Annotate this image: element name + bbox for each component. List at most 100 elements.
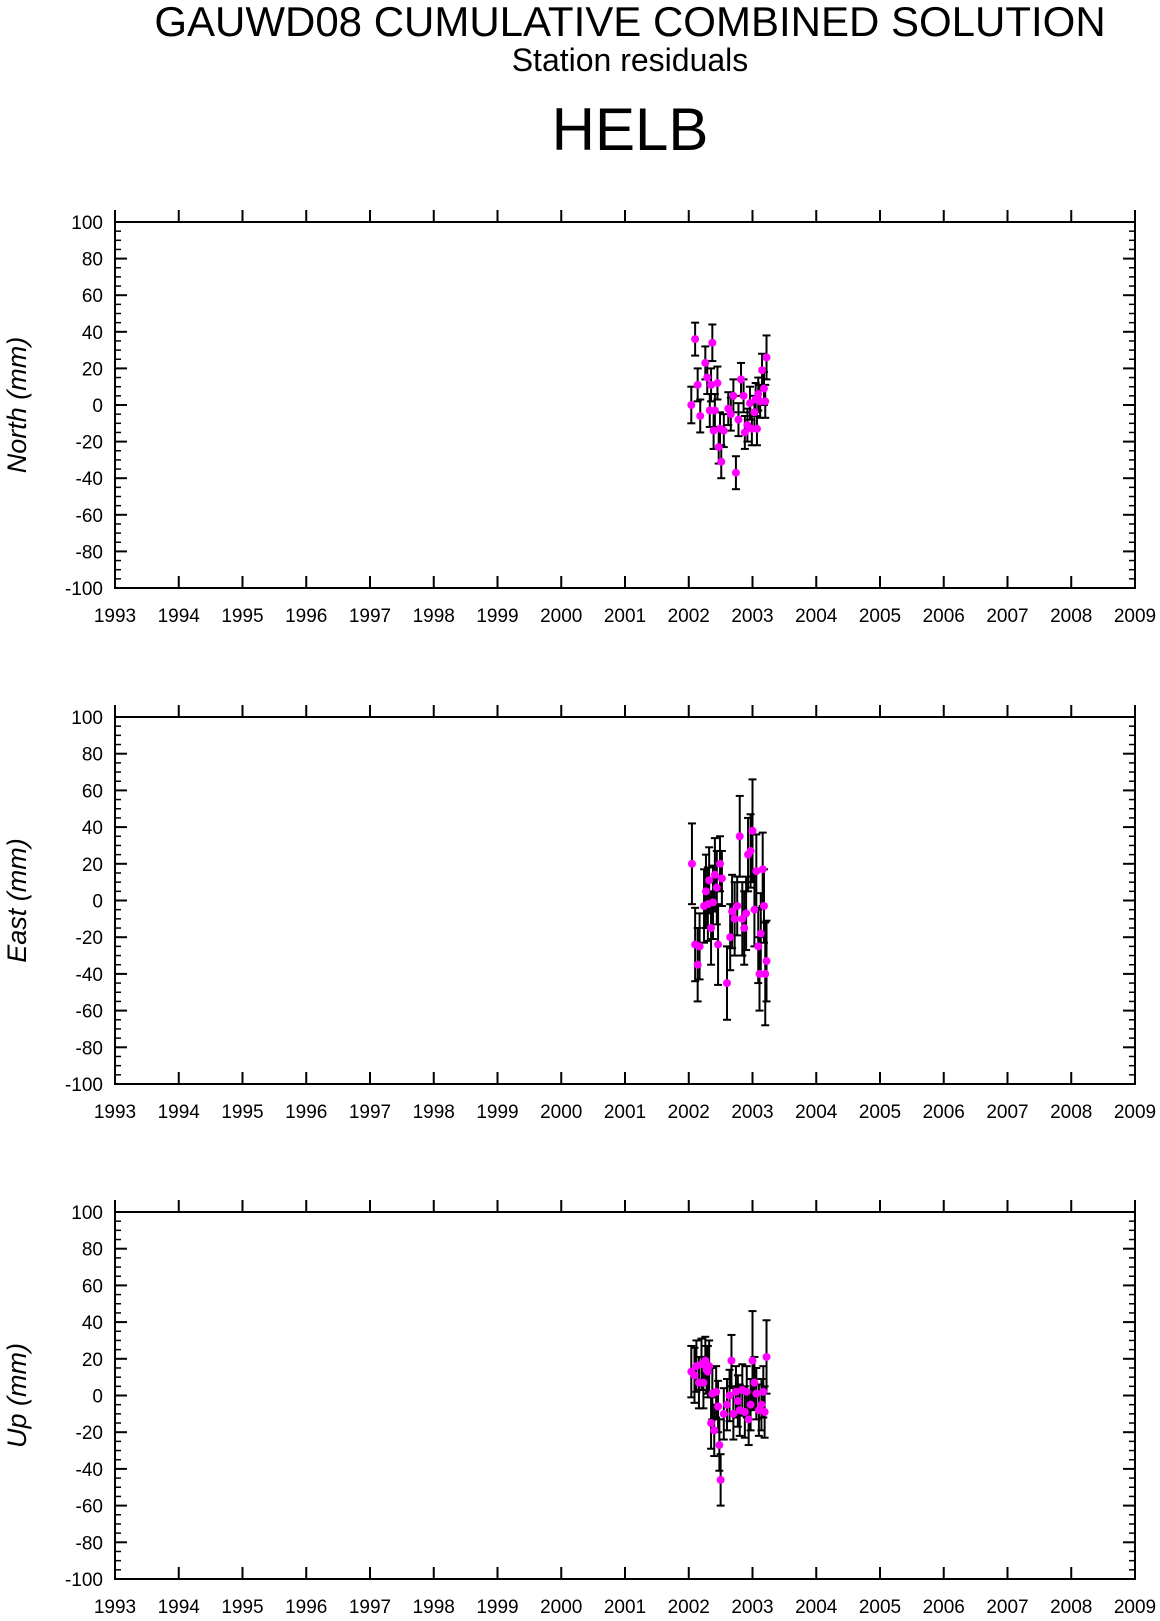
- north-x-tick-label: 2000: [540, 606, 582, 627]
- east-data-point: [707, 924, 716, 933]
- east-x-tick-label: 1998: [413, 1102, 455, 1123]
- east-data-point: [755, 969, 764, 978]
- north-plot-frame: [114, 221, 1136, 589]
- up-y-axis-label: Up (mm): [2, 1343, 32, 1448]
- north-data-point: [740, 428, 749, 437]
- east-data-point: [717, 874, 726, 883]
- east-data-point: [742, 909, 751, 918]
- up-data-point: [731, 1387, 740, 1396]
- north-data-point: [750, 408, 759, 417]
- up-x-tick-label: 2003: [731, 1597, 773, 1618]
- up-x-tick-label: 1994: [158, 1597, 201, 1618]
- north-data-point: [739, 391, 748, 400]
- east-x-tick-label: 1994: [158, 1102, 201, 1123]
- east-y-tick-label: -40: [76, 965, 103, 986]
- north-y-tick-label: 60: [82, 286, 103, 307]
- north-panel: 100 80 60 40 20 0 -20 -40 -60 -80 -100 1993 1994 1995…: [2, 210, 1156, 627]
- north-data-point: [731, 468, 740, 477]
- north-data-point: [710, 406, 719, 415]
- east-data-point: [705, 876, 714, 885]
- up-x-tick-label: 2000: [540, 1597, 582, 1618]
- up-data-point: [727, 1356, 736, 1365]
- east-y-tick-label: 60: [82, 781, 103, 802]
- up-panel: 100 80 60 40 20 0 -20 -40 -60 -80 -100 1993 1994 1995…: [2, 1200, 1156, 1618]
- north-x-tick-label: 2006: [923, 606, 965, 627]
- up-data-point: [725, 1391, 734, 1400]
- north-data-point: [745, 399, 754, 408]
- up-data-point: [690, 1371, 699, 1380]
- east-y-tick-label: -60: [76, 1002, 103, 1023]
- up-data-point: [705, 1362, 714, 1371]
- north-y-tick-label: 20: [82, 359, 103, 380]
- east-data-point: [708, 898, 717, 907]
- east-data-point: [735, 832, 744, 841]
- up-x-tick-label: 2001: [604, 1597, 646, 1618]
- north-data-point: [693, 380, 702, 389]
- north-x-tick-label: 2003: [731, 606, 773, 627]
- east-y-tick-label: 80: [82, 745, 103, 766]
- east-data-point: [693, 960, 702, 969]
- east-data-point: [761, 969, 770, 978]
- east-x-tick-label: 2003: [731, 1102, 773, 1123]
- up-y-tick-label: 80: [82, 1240, 103, 1261]
- north-data-point: [701, 358, 710, 367]
- up-y-tick-label: -60: [76, 1497, 103, 1518]
- up-x-tick-label: 2005: [859, 1597, 901, 1618]
- up-data-point: [752, 1389, 761, 1398]
- east-data-point: [715, 859, 724, 868]
- up-data-point: [714, 1402, 723, 1411]
- east-data-point: [728, 907, 737, 916]
- north-x-tick-label: 2001: [604, 606, 646, 627]
- east-data-point: [758, 865, 767, 874]
- east-y-tick-label: -80: [76, 1038, 103, 1059]
- east-data-point: [746, 846, 755, 855]
- east-data-point: [752, 867, 761, 876]
- north-data-point: [752, 424, 761, 433]
- east-data-point: [750, 905, 759, 914]
- east-x-tick-label: 2000: [540, 1102, 582, 1123]
- east-y-tick-label: 100: [71, 708, 103, 729]
- east-x-tick-label: 2005: [859, 1102, 901, 1123]
- north-data-point: [687, 401, 696, 409]
- east-data-point: [730, 914, 739, 923]
- up-y-tick-label: -40: [76, 1460, 103, 1481]
- up-y-tick-label: -100: [65, 1570, 103, 1591]
- north-data-point: [726, 410, 735, 419]
- station-name: HELB: [551, 96, 709, 163]
- up-y-tick-label: -80: [76, 1533, 103, 1554]
- east-x-tick-label: 1999: [476, 1102, 518, 1123]
- north-y-tick-label: -100: [65, 579, 103, 600]
- east-data-point: [740, 924, 749, 933]
- north-y-tick-label: 80: [82, 250, 103, 271]
- up-data-point: [740, 1408, 749, 1417]
- north-x-tick-label: 2005: [859, 606, 901, 627]
- up-data-point: [710, 1426, 719, 1435]
- up-data-point: [757, 1400, 766, 1409]
- east-data-point: [714, 940, 723, 949]
- east-x-tick-label: 1997: [349, 1102, 391, 1123]
- up-y-tick-label: 60: [82, 1276, 103, 1297]
- north-x-tick-label: 1995: [221, 606, 263, 627]
- north-data-point: [707, 380, 716, 389]
- east-data-point: [754, 942, 763, 951]
- east-data-point: [756, 929, 765, 938]
- north-x-tick-label: 1998: [413, 606, 455, 627]
- north-data-point: [737, 375, 746, 384]
- up-y-tick-label: 20: [82, 1350, 103, 1371]
- up-data-point: [746, 1400, 755, 1409]
- up-x-tick-label: 2007: [986, 1597, 1028, 1618]
- up-data-point: [699, 1378, 708, 1387]
- north-y-tick-label: 100: [71, 213, 103, 234]
- north-y-tick-label: -20: [76, 433, 103, 454]
- east-x-tick-label: 2006: [923, 1102, 965, 1123]
- up-x-tick-label: 1995: [221, 1597, 263, 1618]
- north-data-point: [719, 426, 728, 435]
- up-x-tick-label: 2006: [923, 1597, 965, 1618]
- north-y-tick-label: -40: [76, 469, 103, 490]
- north-data-point: [762, 353, 771, 362]
- up-data-point: [707, 1419, 716, 1428]
- east-y-tick-label: -100: [65, 1075, 103, 1096]
- up-data-point: [716, 1475, 725, 1484]
- up-y-tick-label: 100: [71, 1203, 103, 1224]
- north-data-point: [759, 384, 768, 393]
